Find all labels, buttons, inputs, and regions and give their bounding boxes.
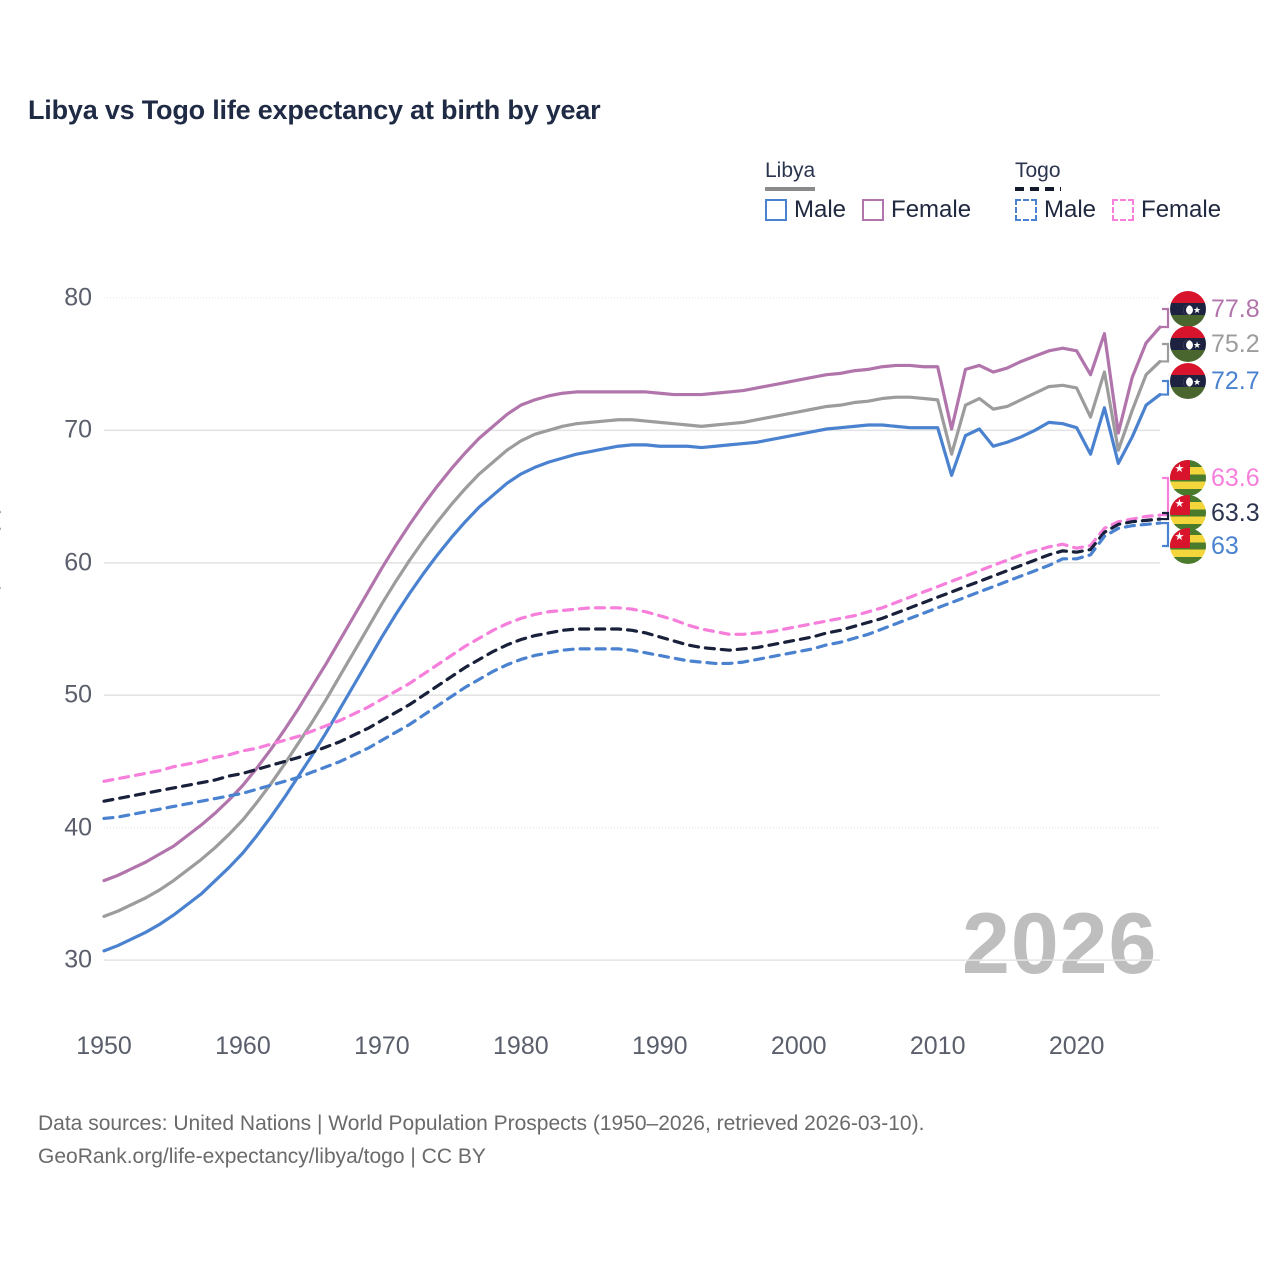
legend-swatch-icon-libya-male — [765, 199, 787, 221]
footer-line-attribution: GeoRank.org/life-expectancy/libya/togo |… — [38, 1144, 486, 1168]
x-tick-label: 1990 — [631, 1032, 688, 1060]
series-line-libya-total — [102, 359, 1162, 919]
x-tick-label: 1970 — [354, 1032, 410, 1060]
y-tick-label: 50 — [64, 680, 92, 709]
end-label-togo-male: ★ 63 — [1170, 528, 1239, 564]
end-label-togo-female: ★ 63.6 — [1170, 460, 1260, 496]
togo-flag-icon: ★ — [1170, 495, 1206, 531]
y-tick-label: 70 — [64, 415, 92, 444]
x-tick-label: 2010 — [909, 1032, 966, 1060]
chart-legend: Libya Male Female Togo — [757, 159, 1257, 240]
series-line-togo-female — [102, 513, 1162, 783]
libya-flag-icon: ★ — [1170, 326, 1206, 362]
libya-flag-icon: ★ — [1170, 291, 1206, 327]
series-line-libya-male — [102, 392, 1162, 953]
end-label-layer: ★ 77.8 ★ 75.2 ★ 72.7 ★ 63.6 ★ 63.3 ★ 63 — [1160, 0, 1280, 1280]
legend-swatch-icon-libya-female — [862, 199, 885, 221]
end-label-value: 63.6 — [1211, 463, 1260, 492]
x-tick-label: 1980 — [493, 1032, 549, 1060]
legend-swatch-icon-togo-male — [1015, 199, 1037, 221]
year-watermark: 2026 — [962, 896, 1158, 992]
series-line-togo-total — [102, 517, 1162, 803]
legend-label-togo-female: Female — [1141, 196, 1222, 223]
plot-svg — [102, 297, 1162, 961]
y-tick-label: 30 — [64, 945, 92, 974]
end-label-value: 72.7 — [1211, 366, 1260, 395]
legend-country-togo: Togo — [1015, 159, 1061, 182]
footer: Data sources: United Nations | World Pop… — [38, 1108, 924, 1173]
legend-label-libya-male: Male — [794, 196, 847, 223]
end-label-libya-male: ★ 72.7 — [1170, 363, 1260, 399]
x-tick-label: 2020 — [1048, 1032, 1105, 1060]
end-label-libya-female: ★ 77.8 — [1170, 291, 1260, 327]
y-tick-label: 80 — [64, 283, 92, 312]
togo-flag-icon: ★ — [1170, 528, 1206, 564]
legend-label-togo-male: Male — [1044, 196, 1097, 223]
x-tick-label: 2000 — [770, 1032, 827, 1060]
end-label-value: 63 — [1211, 531, 1239, 560]
legend-item-togo-male[interactable]: Male — [1015, 198, 1096, 222]
legend-swatch-icon-togo-female — [1112, 199, 1135, 221]
legend-item-libya-female[interactable]: Female — [862, 198, 971, 222]
x-tick-label: 1950 — [76, 1032, 132, 1060]
y-axis-title: Life expectancy, years — [0, 472, 2, 640]
end-label-value: 75.2 — [1211, 329, 1260, 358]
end-label-libya-total: ★ 75.2 — [1170, 326, 1260, 362]
y-tick-label: 60 — [64, 548, 92, 577]
end-label-togo-total: ★ 63.3 — [1170, 495, 1260, 531]
footer-line-sources: Data sources: United Nations | World Pop… — [38, 1112, 925, 1135]
page-title: Libya vs Togo life expectancy at birth b… — [28, 95, 601, 125]
end-label-value: 63.3 — [1211, 498, 1260, 527]
legend-country-libya: Libya — [765, 159, 816, 182]
series-line-togo-male — [102, 521, 1162, 821]
end-label-value: 77.8 — [1211, 294, 1260, 323]
togo-flag-icon: ★ — [1170, 460, 1206, 496]
y-tick-label: 40 — [64, 813, 92, 842]
legend-group-togo: Togo Male Female — [1015, 159, 1221, 222]
x-tick-label: 1960 — [215, 1032, 271, 1060]
legend-rule-libya — [765, 187, 816, 192]
plot-area — [102, 278, 1162, 980]
legend-group-libya: Libya Male Female — [765, 159, 971, 222]
legend-label-libya-female: Female — [891, 196, 972, 223]
legend-item-libya-male[interactable]: Male — [765, 198, 846, 222]
legend-rule-togo — [1015, 187, 1061, 192]
legend-item-togo-female[interactable]: Female — [1112, 198, 1221, 222]
libya-flag-icon: ★ — [1170, 363, 1206, 399]
series-line-libya-female — [102, 325, 1162, 883]
